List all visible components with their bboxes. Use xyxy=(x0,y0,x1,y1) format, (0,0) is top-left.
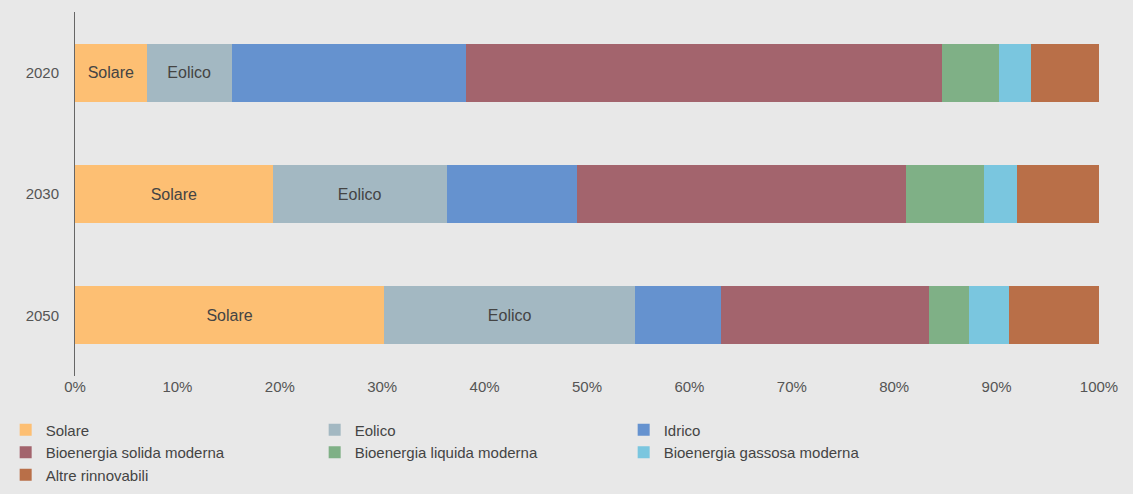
svg-text:40%: 40% xyxy=(470,378,500,395)
svg-text:Eolico: Eolico xyxy=(355,422,396,439)
svg-text:60%: 60% xyxy=(674,378,704,395)
svg-text:Solare: Solare xyxy=(46,422,89,439)
svg-text:10%: 10% xyxy=(162,378,192,395)
svg-text:2050: 2050 xyxy=(26,307,59,324)
svg-text:50%: 50% xyxy=(572,378,602,395)
svg-text:Solare: Solare xyxy=(206,307,252,324)
svg-text:20%: 20% xyxy=(265,378,295,395)
svg-text:Idrico: Idrico xyxy=(664,422,701,439)
svg-text:Eolico: Eolico xyxy=(338,186,382,203)
svg-text:Bioenergia liquida moderna: Bioenergia liquida moderna xyxy=(355,444,538,461)
svg-text:30%: 30% xyxy=(367,378,397,395)
svg-text:Solare: Solare xyxy=(151,186,197,203)
svg-text:Eolico: Eolico xyxy=(488,307,532,324)
svg-text:Bioenergia solida moderna: Bioenergia solida moderna xyxy=(46,444,225,461)
svg-text:70%: 70% xyxy=(777,378,807,395)
svg-text:Solare: Solare xyxy=(88,64,134,81)
svg-text:0%: 0% xyxy=(64,378,86,395)
svg-text:80%: 80% xyxy=(879,378,909,395)
svg-text:100%: 100% xyxy=(1080,378,1118,395)
svg-text:Eolico: Eolico xyxy=(167,64,211,81)
svg-text:Bioenergia gassosa moderna: Bioenergia gassosa moderna xyxy=(664,444,860,461)
svg-text:2020: 2020 xyxy=(26,64,59,81)
svg-text:90%: 90% xyxy=(982,378,1012,395)
svg-text:Altre rinnovabili: Altre rinnovabili xyxy=(46,467,149,484)
svg-text:2030: 2030 xyxy=(26,185,59,202)
